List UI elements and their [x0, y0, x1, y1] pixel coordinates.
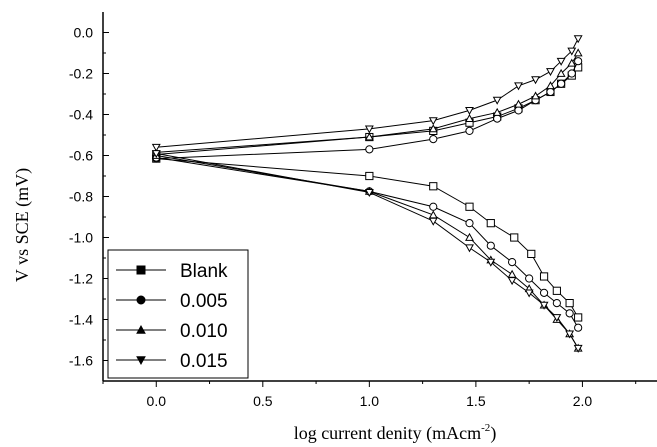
data-point	[493, 114, 502, 123]
y-tick-label: 0.0	[74, 25, 94, 41]
data-point	[557, 79, 566, 88]
data-point	[465, 126, 474, 135]
data-point	[565, 299, 574, 308]
series-line	[156, 38, 579, 148]
data-point	[539, 288, 549, 297]
data-point	[428, 117, 438, 126]
x-tick-label: 2.0	[573, 393, 593, 409]
legend-label: 0.015	[180, 351, 228, 372]
data-point	[429, 135, 438, 144]
data-point	[151, 143, 161, 152]
data-point	[552, 314, 562, 323]
data-point	[508, 258, 517, 267]
x-tick-label: 0.5	[253, 393, 273, 409]
data-point	[486, 258, 496, 267]
data-point	[428, 217, 438, 226]
data-point	[428, 124, 438, 133]
data-point	[574, 323, 583, 332]
data-point	[510, 233, 519, 242]
y-tick-label: -0.2	[69, 66, 93, 82]
data-point	[556, 68, 566, 77]
x-axis-title: log current denity (mAcm-2)	[294, 422, 497, 444]
y-tick-label: -0.4	[69, 107, 93, 123]
legend-marker	[136, 356, 146, 366]
data-point	[573, 344, 583, 353]
data-point	[573, 35, 583, 44]
data-point	[465, 232, 474, 241]
y-ticks: 0.0 -0.2 -0.4 -0.6 -0.8 -1.0 -1.2 -1.4 -1.6	[69, 25, 109, 369]
data-point	[492, 107, 502, 116]
x-axis-title-superscript: -2	[481, 422, 490, 434]
x-ticks: 0.0 0.5 1.0 1.5 2.0	[102, 381, 637, 409]
data-point	[546, 81, 555, 90]
data-point	[486, 241, 495, 250]
data-point	[365, 145, 374, 154]
data-point	[364, 189, 374, 198]
y-tick-label: -1.2	[69, 271, 93, 287]
data-point	[429, 182, 438, 191]
data-point	[524, 289, 534, 298]
data-point	[531, 76, 540, 85]
data-point	[465, 107, 474, 116]
data-point	[507, 269, 517, 278]
data-point	[514, 82, 523, 91]
plot-area	[151, 35, 583, 353]
x-axis-title-end: )	[490, 423, 496, 444]
data-point	[567, 58, 577, 67]
x-axis-title-main: log current denity (mAcm	[294, 423, 481, 444]
data-point	[492, 96, 502, 105]
data-point	[546, 87, 555, 97]
data-point	[465, 202, 474, 211]
data-point	[539, 301, 549, 310]
data-point	[364, 125, 374, 134]
data-point	[507, 277, 517, 286]
data-point	[567, 47, 577, 56]
data-point	[573, 48, 583, 57]
data-point	[525, 274, 534, 283]
y-tick-label: -0.8	[69, 189, 93, 205]
data-point	[565, 330, 575, 339]
y-tick-label: -1.6	[69, 353, 93, 369]
legend-box	[107, 249, 249, 379]
x-tick-label: 1.0	[360, 393, 380, 409]
data-point	[567, 69, 576, 78]
legend-label: 0.010	[180, 321, 228, 342]
data-point	[552, 286, 561, 295]
x-tick-label: 0.0	[147, 393, 167, 409]
data-point	[514, 106, 523, 115]
y-tick-label: -0.6	[69, 148, 93, 164]
data-point	[574, 313, 583, 322]
legend-label: Blank	[180, 261, 228, 282]
y-tick-label: -1.4	[69, 312, 93, 328]
legend-marker	[136, 265, 146, 275]
data-point	[428, 210, 438, 219]
data-point	[552, 299, 561, 308]
x-tick-label: 1.5	[466, 393, 486, 409]
data-point	[531, 91, 540, 100]
data-point	[556, 57, 566, 66]
data-point	[486, 219, 495, 228]
series-0.015	[151, 35, 583, 353]
legend-marker	[136, 324, 146, 334]
data-point	[465, 113, 474, 122]
data-point	[574, 57, 583, 66]
data-point	[539, 272, 549, 281]
legend-label: 0.005	[180, 291, 228, 312]
data-point	[151, 150, 161, 159]
data-point	[429, 202, 438, 211]
data-point	[527, 249, 536, 259]
data-point	[465, 244, 474, 253]
data-point	[546, 68, 555, 77]
data-point	[365, 171, 374, 181]
data-point	[364, 132, 374, 141]
legend: Blank 0.005 0.010 0.015	[107, 249, 249, 379]
y-tick-label: -1.0	[69, 230, 93, 246]
data-point	[465, 219, 474, 228]
legend-marker	[136, 295, 146, 305]
y-axis-title: V vs SCE (mV)	[12, 168, 33, 282]
data-point	[514, 99, 523, 108]
data-point	[565, 309, 574, 318]
